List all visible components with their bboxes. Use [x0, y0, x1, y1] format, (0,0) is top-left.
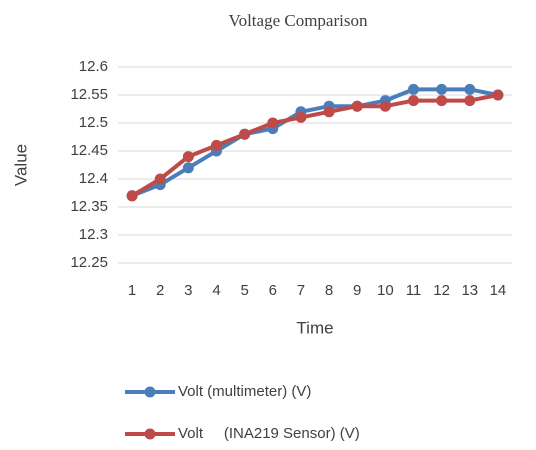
- legend-marker: [144, 386, 156, 398]
- point: [464, 95, 476, 107]
- legend-label: Volt (INA219 Sensor) (V): [178, 425, 360, 442]
- point: [154, 173, 166, 185]
- point: [379, 100, 391, 112]
- y-tick-label: 12.55: [70, 86, 108, 103]
- point: [436, 83, 448, 95]
- legend-marker: [144, 428, 156, 440]
- point: [408, 83, 419, 95]
- point: [464, 83, 476, 95]
- point: [182, 151, 194, 163]
- legend-label: Volt (multimeter) (V): [178, 383, 311, 400]
- x-tick-label: 5: [240, 282, 248, 299]
- y-tick-label: 12.3: [79, 226, 108, 243]
- chart-title: Voltage Comparison: [229, 11, 368, 30]
- x-tick-label: 13: [461, 282, 478, 299]
- y-tick-label: 12.6: [79, 58, 108, 75]
- point: [492, 89, 504, 101]
- point: [126, 190, 138, 202]
- y-tick-label: 12.25: [70, 254, 108, 271]
- y-tick-label: 12.4: [79, 170, 108, 187]
- y-tick-label: 12.45: [70, 142, 108, 159]
- y-tick-label: 12.5: [79, 114, 108, 131]
- x-axis-title: Time: [296, 318, 333, 337]
- point: [211, 139, 222, 151]
- x-tick-label: 14: [490, 282, 507, 299]
- x-tick-label: 4: [212, 282, 220, 299]
- x-tick-label: 1: [128, 282, 136, 299]
- point: [323, 106, 335, 118]
- point: [267, 117, 279, 129]
- point: [408, 95, 419, 107]
- x-tick-label: 6: [269, 282, 277, 299]
- point: [182, 162, 194, 174]
- x-tick-label: 12: [433, 282, 450, 299]
- x-tick-label: 7: [297, 282, 305, 299]
- point: [295, 111, 307, 123]
- x-tick-label: 11: [406, 282, 422, 299]
- y-tick-label: 12.35: [70, 198, 108, 215]
- x-tick-label: 10: [377, 282, 394, 299]
- point: [239, 128, 251, 140]
- x-tick-label: 3: [184, 282, 192, 299]
- y-axis-title: Value: [11, 144, 30, 186]
- point: [436, 95, 448, 107]
- x-tick-label: 8: [325, 282, 333, 299]
- x-tick-label: 2: [156, 282, 164, 299]
- x-tick-label: 9: [353, 282, 361, 299]
- point: [351, 100, 363, 112]
